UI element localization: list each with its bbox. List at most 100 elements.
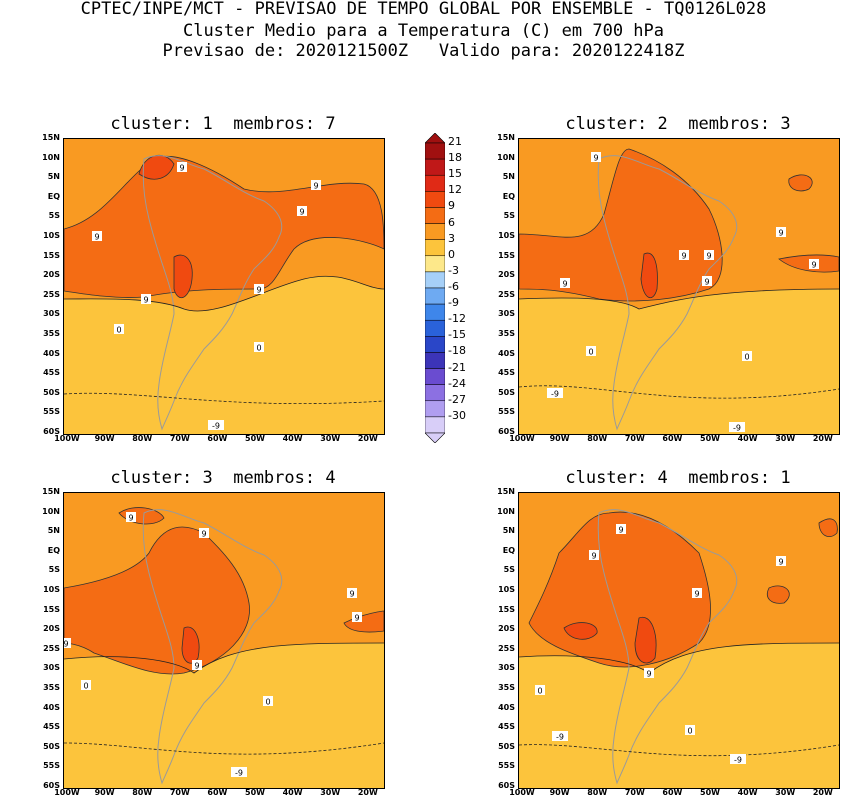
contour-label-box [254, 284, 264, 294]
y-tick-label: 5N [502, 172, 515, 182]
x-tick-label: 40W [737, 788, 758, 797]
y-tick-label: 35S [43, 329, 60, 338]
y-tick-label: 5N [47, 172, 60, 182]
y-tick-label: 45S [498, 368, 515, 378]
x-tick-label: 80W [587, 434, 608, 443]
contour-label: 0 [537, 687, 542, 696]
contour-label: -9 [551, 390, 559, 399]
contour-label-box [263, 696, 273, 706]
y-tick-label: 40S [43, 702, 60, 712]
contour-label: 9 [706, 252, 711, 261]
colorbar-label: -12 [448, 312, 466, 326]
warm-core-region [173, 254, 193, 299]
contour-label-box [208, 420, 224, 430]
colorbar-label: 15 [448, 167, 462, 181]
y-tick-label: 5S [48, 565, 60, 575]
contour-label-box [685, 725, 695, 735]
y-tick-label: 15N [497, 487, 515, 496]
colorbar-min-arrow [425, 432, 445, 443]
temperature-band [64, 643, 384, 788]
contour-label: -9 [734, 756, 742, 765]
colorbar-swatch [425, 158, 445, 176]
contour-label-box [591, 152, 601, 162]
contour-label-box [199, 528, 209, 538]
contour-label-box [552, 731, 568, 741]
contour-label-box [81, 680, 91, 690]
contour-label: -9 [212, 422, 220, 431]
colorbar-swatch [425, 400, 445, 418]
contour-label: 0 [265, 698, 270, 707]
colorbar-swatch [425, 336, 445, 353]
contour-label: 9 [694, 590, 699, 599]
y-tick-label: 20S [498, 624, 515, 634]
y-tick-label: 20S [43, 624, 60, 634]
colorbar-label: -18 [448, 344, 466, 358]
contour-label-box [692, 588, 702, 598]
y-tick-label: 15N [42, 133, 60, 142]
colorbar-label: 0 [448, 247, 455, 261]
colorbar-swatch [425, 207, 445, 224]
contour-line-zero [519, 288, 839, 310]
contour-label-box [730, 754, 746, 764]
contour-label-box [114, 324, 124, 334]
contour-label-box [589, 550, 599, 560]
y-tick-label: 20S [498, 270, 515, 280]
y-tick-label: 35S [498, 329, 515, 338]
contour-label-box [126, 512, 136, 522]
header-title-line1: CPTEC/INPE/MCT - PREVISAO DE TEMPO GLOBA… [80, 0, 767, 19]
coastline [142, 509, 283, 785]
contour-label-box [64, 638, 71, 648]
y-tick-label: 55S [43, 407, 60, 417]
y-tick-label: 15S [43, 604, 60, 614]
contour-label-box [535, 685, 545, 695]
y-tick-label: 5N [47, 526, 60, 536]
colorbar-swatch [425, 271, 445, 289]
colorbar-swatch [425, 368, 445, 385]
warm-core-region [343, 610, 384, 633]
contour-label: 9 [313, 182, 318, 191]
contour-label: 9 [618, 526, 623, 535]
y-tick-label: 55S [498, 407, 515, 417]
x-tick-label: 50W [700, 434, 720, 443]
y-tick-label: 45S [498, 722, 515, 732]
warm-core-region [563, 622, 598, 640]
contour-label: 9 [704, 278, 709, 287]
x-tick-label: 100W [509, 788, 535, 797]
contour-label: 9 [354, 614, 359, 623]
contour-label-box [192, 660, 202, 670]
coastline [142, 155, 283, 431]
y-tick-label: 60S [43, 781, 60, 790]
y-tick-label: 30S [43, 663, 60, 673]
warm-core-region [767, 585, 790, 604]
y-tick-label: 10N [497, 506, 515, 516]
colorbar-swatch [425, 303, 445, 321]
contour-label: 9 [681, 252, 686, 261]
y-tick-label: 60S [43, 427, 60, 436]
y-tick-label: 50S [43, 387, 60, 397]
map-panel-2: 9 9 9 9 9 9 9 0 0 -9 -9 [518, 138, 840, 435]
colorbar-label: 21 [448, 135, 462, 148]
coastline [597, 509, 738, 785]
panel-title-2: cluster: 2 membros: 3 [565, 114, 791, 134]
y-tick-label: 15N [42, 487, 60, 496]
colorbar-swatch [425, 319, 445, 337]
x-tick-label: 40W [282, 434, 303, 443]
contour-label: 9 [201, 530, 206, 539]
contour-label: 9 [128, 514, 133, 523]
contour-label-box [644, 668, 654, 678]
contour-label: 0 [687, 727, 692, 736]
contour-label: 9 [778, 558, 783, 567]
x-tick-label: 100W [54, 788, 80, 797]
contour-label-box [560, 278, 570, 288]
y-tick-label: 15S [43, 250, 60, 260]
y-tick-label: 10N [497, 152, 515, 162]
x-tick-label: 80W [132, 788, 153, 797]
contour-label: 0 [83, 682, 88, 691]
colorbar-swatch [425, 384, 445, 402]
colorbar-label: -27 [448, 392, 466, 406]
y-tick-label: 35S [43, 683, 60, 692]
y-tick-label: 5N [502, 526, 515, 536]
y-tick-label: 5S [503, 211, 515, 221]
y-tick-label: 20S [43, 270, 60, 280]
colorbar-label: 9 [448, 199, 455, 213]
